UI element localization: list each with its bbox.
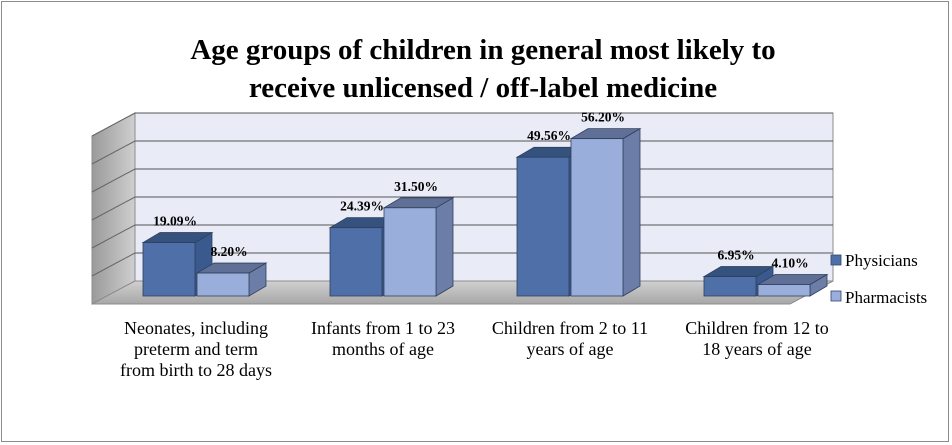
category-label-4-line-1: Children from 12 to	[685, 318, 828, 338]
legend-swatch-physicians	[830, 254, 842, 266]
category-label-1-line-2: preterm and term	[134, 339, 258, 359]
bar-physicians-1	[142, 242, 196, 297]
category-label-3-line-1: Children from 2 to 11	[492, 318, 648, 338]
legend-label-pharmacists: Pharmacists	[845, 288, 927, 307]
bar-pharmacists-4	[757, 284, 811, 297]
category-label-3-line-2: years of age	[527, 339, 614, 359]
data-label-physicians-3: 49.56%	[527, 128, 571, 143]
data-label-physicians-1: 19.09%	[153, 214, 197, 229]
data-label-pharmacists-2: 31.50%	[394, 179, 438, 194]
legend: Physicians Pharmacists	[830, 251, 927, 307]
bar-physicians-2	[329, 227, 383, 297]
legend-swatch-pharmacists	[830, 290, 842, 302]
data-label-pharmacists-3: 56.20%	[581, 110, 625, 125]
bar-physicians-4	[703, 276, 757, 297]
gridline-side	[91, 168, 136, 193]
gridline-side	[91, 196, 136, 221]
bars-layer	[141, 127, 829, 297]
gridline-side	[91, 140, 136, 165]
chart-title-line-2: receive unlicensed / off-label medicine	[249, 72, 717, 104]
bar-pharmacists-1	[196, 272, 250, 297]
category-label-2-line-2: months of age	[332, 339, 434, 359]
category-label-4-line-2: 18 years of age	[702, 339, 811, 359]
bar-side-pharmacists-3	[622, 127, 641, 297]
legend-label-physicians: Physicians	[845, 251, 918, 270]
chart-title: Age groups of children in general most l…	[190, 34, 775, 104]
bar-pharmacists-3	[570, 138, 624, 297]
data-label-pharmacists-1: 8.20%	[210, 244, 247, 259]
data-label-physicians-2: 24.39%	[340, 199, 384, 214]
bar-side-pharmacists-2	[435, 197, 454, 297]
floor	[91, 280, 834, 305]
gridline-side	[91, 252, 136, 277]
chart-title-line-1: Age groups of children in general most l…	[190, 34, 775, 66]
data-labels-layer: 19.09% 8.20% 24.39% 31.50% 49.56% 56.20% 6.95%…	[153, 110, 809, 271]
gridline-side	[91, 112, 136, 137]
bar-physicians-3	[516, 156, 570, 297]
category-label-2-line-1: Infants from 1 to 23	[311, 318, 455, 338]
category-label-1-line-1: Neonates, including	[124, 318, 268, 338]
gridline-side	[91, 224, 136, 249]
category-label-1-line-3: from birth to 28 days	[120, 360, 272, 380]
bar-pharmacists-2	[383, 207, 437, 297]
plot-area	[91, 112, 834, 305]
data-label-pharmacists-4: 4.10%	[771, 256, 808, 271]
data-label-physicians-4: 6.95%	[717, 248, 754, 263]
